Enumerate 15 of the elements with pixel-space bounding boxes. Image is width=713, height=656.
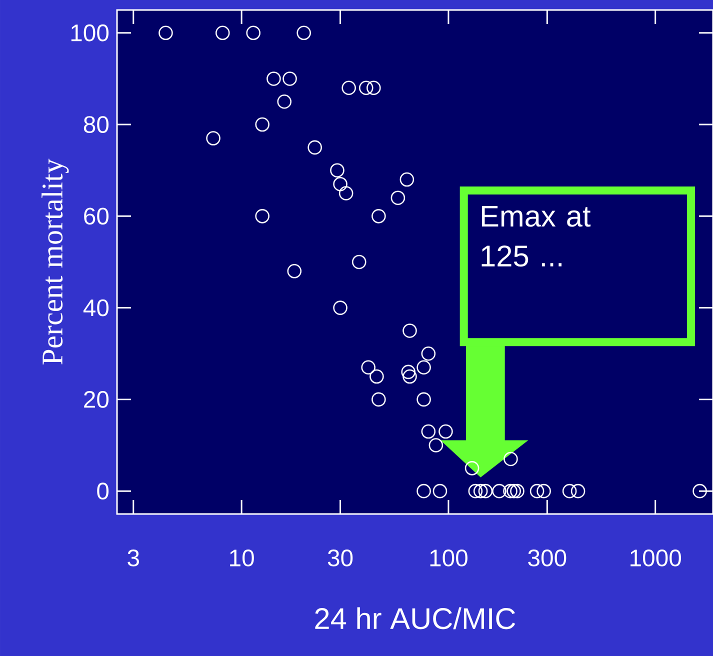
x-axis-title: 24 hr AUC/MIC bbox=[315, 607, 516, 630]
y-tick-label: 60 bbox=[84, 208, 109, 225]
y-tick-label: 100 bbox=[71, 24, 109, 42]
y-tick-label: 80 bbox=[84, 116, 109, 133]
y-tick-label: 20 bbox=[84, 390, 109, 408]
x-tick-label: 30 bbox=[328, 550, 353, 566]
y-axis-title: Percent mortality bbox=[42, 158, 69, 364]
y-tick-label: 0 bbox=[97, 482, 109, 500]
x-tick-label: 1000 bbox=[630, 550, 681, 566]
x-tick-label: 100 bbox=[430, 550, 468, 566]
annotation: Emax at 125 ... bbox=[482, 206, 591, 267]
x-tick-label: 300 bbox=[528, 550, 566, 566]
x-tick-label: 3 bbox=[128, 550, 139, 566]
x-tick-label: 10 bbox=[230, 550, 254, 566]
y-tick-label: 40 bbox=[83, 299, 109, 316]
